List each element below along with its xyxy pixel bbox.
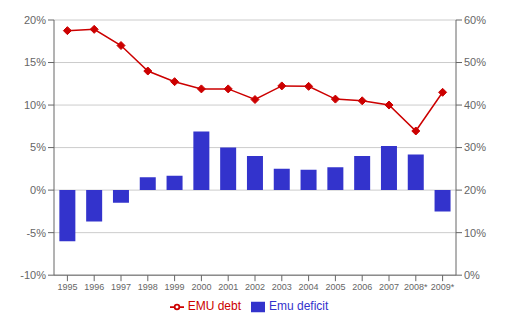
svg-text:10%: 10% [24, 99, 46, 111]
svg-text:1995: 1995 [57, 282, 77, 292]
svg-text:5%: 5% [30, 141, 46, 153]
svg-text:2002: 2002 [245, 282, 265, 292]
svg-text:0%: 0% [464, 269, 480, 281]
svg-text:40%: 40% [464, 99, 486, 111]
svg-text:1998: 1998 [138, 282, 158, 292]
svg-text:1997: 1997 [111, 282, 131, 292]
svg-text:2000: 2000 [191, 282, 211, 292]
html-text:Emu deficit: Emu deficit [269, 299, 329, 314]
svg-text:20%: 20% [24, 14, 46, 26]
svg-text:1996: 1996 [84, 282, 104, 292]
svg-text:0%: 0% [30, 184, 46, 196]
svg-text:50%: 50% [464, 56, 486, 68]
svg-text:60%: 60% [464, 14, 486, 26]
svg-text:2006: 2006 [352, 282, 372, 292]
svg-text:2001: 2001 [218, 282, 238, 292]
svg-text:-5%: -5% [26, 227, 46, 239]
svg-text:20%: 20% [464, 184, 486, 196]
svg-text:10%: 10% [464, 227, 486, 239]
svg-text:2004: 2004 [299, 282, 319, 292]
svg-text:2009*: 2009* [431, 282, 455, 292]
svg-text:1999: 1999 [165, 282, 185, 292]
svg-text:15%: 15% [24, 56, 46, 68]
svg-text:2005: 2005 [325, 282, 345, 292]
svg-text:-10%: -10% [20, 269, 46, 281]
svg-text:30%: 30% [464, 141, 486, 153]
svg-text:2007: 2007 [379, 282, 399, 292]
html-text:EMU debt: EMU debt [187, 299, 241, 314]
svg-text:2008*: 2008* [404, 282, 428, 292]
svg-text:2003: 2003 [272, 282, 292, 292]
